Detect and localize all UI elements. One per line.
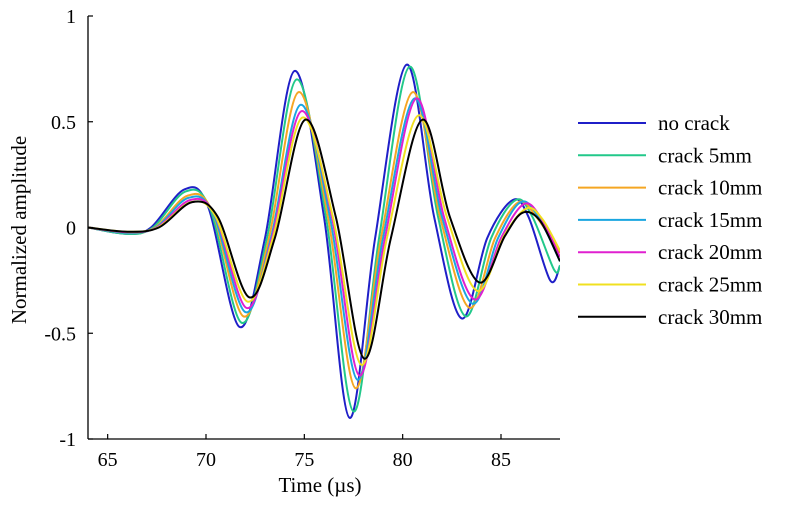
y-axis-title: Normalized amplitude xyxy=(7,136,31,324)
legend-label: crack 15mm xyxy=(658,208,762,232)
legend-item-crack-25mm: crack 25mm xyxy=(578,273,762,297)
legend-label: crack 5mm xyxy=(658,143,752,167)
x-tick-label: 75 xyxy=(294,449,314,471)
legend-item-crack-5mm: crack 5mm xyxy=(578,143,752,167)
series-layer xyxy=(88,63,560,419)
legend-item-crack-15mm: crack 15mm xyxy=(578,208,762,232)
legend-label: crack 25mm xyxy=(658,273,762,297)
y-tick-label: 0.5 xyxy=(51,112,76,134)
y-tick-label: 1 xyxy=(66,6,76,28)
x-tick-label: 80 xyxy=(393,449,413,471)
series-line-crack-20mm xyxy=(88,97,560,377)
y-tick-label: -1 xyxy=(59,429,76,451)
tick-layer: 65 70 75 80 85 -1 -0.5 0 0.5 1 xyxy=(44,6,511,471)
legend-label: crack 10mm xyxy=(658,176,762,200)
series-line-crack-15mm xyxy=(88,97,560,381)
legend-item-no-crack: no crack xyxy=(578,111,730,135)
series-line-crack-5mm xyxy=(88,65,560,413)
x-axis-title: Time (µs) xyxy=(278,473,361,497)
legend-label: no crack xyxy=(658,111,730,135)
legend-item-crack-30mm: crack 30mm xyxy=(578,305,762,329)
legend-label: crack 30mm xyxy=(658,305,762,329)
y-tick-label: -0.5 xyxy=(44,323,76,345)
series-line-crack-25mm xyxy=(88,114,560,366)
x-tick-label: 85 xyxy=(491,449,511,471)
x-tick-label: 65 xyxy=(98,449,118,471)
legend: no crack crack 5mm crack 10mm crack 15mm cra… xyxy=(578,111,762,329)
y-tick-label: 0 xyxy=(66,218,76,240)
legend-item-crack-20mm: crack 20mm xyxy=(578,240,762,264)
x-tick-label: 70 xyxy=(196,449,216,471)
legend-label: crack 20mm xyxy=(658,240,762,264)
legend-item-crack-10mm: crack 10mm xyxy=(578,176,762,200)
series-line-crack-30mm xyxy=(88,118,560,360)
series-line-crack-10mm xyxy=(88,91,560,390)
